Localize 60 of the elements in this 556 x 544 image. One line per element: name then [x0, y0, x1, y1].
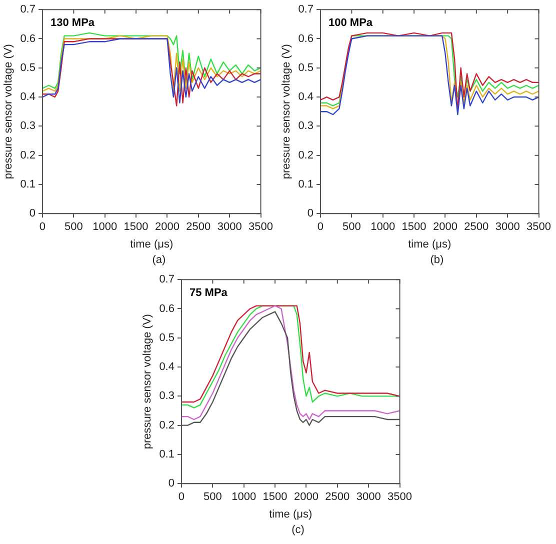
- y-tick-label: 0: [168, 478, 174, 490]
- x-tick-label: 3000: [356, 491, 381, 504]
- x-tick-label: 3500: [388, 491, 412, 504]
- y-tick-label: 0.7: [159, 274, 174, 286]
- text: 75 MPa: [189, 287, 228, 300]
- x-tick-label: 2000: [294, 491, 318, 504]
- y-tick-label: 0.5: [159, 332, 174, 344]
- x-axis-title: time (μs): [408, 238, 452, 250]
- y-tick-label: 0.2: [298, 149, 314, 162]
- x-tick-label: 1500: [124, 221, 148, 234]
- x-tick-label: 0: [39, 221, 46, 234]
- y-tick-label: 0.2: [20, 149, 36, 162]
- x-axis-title: time (μs): [269, 508, 312, 520]
- text: (a): [151, 254, 167, 266]
- x-tick-label: 3500: [526, 221, 552, 234]
- y-tick-label: 0.7: [20, 4, 36, 16]
- x-tick-label: 2500: [464, 221, 489, 234]
- y-tick-label: 0.4: [298, 91, 314, 104]
- y-tick-label: 0.2: [159, 419, 174, 432]
- y-axis-title: pressure sensor voltage (V): [2, 44, 15, 180]
- y-tick-label: 0: [29, 208, 36, 220]
- x-tick-label: 2500: [325, 491, 350, 504]
- y-tick-label: 0.6: [20, 32, 36, 45]
- x-tick-label: 0: [317, 221, 324, 234]
- y-tick-label: 0.1: [298, 178, 314, 190]
- y-tick-label: 0.4: [20, 91, 36, 104]
- y-tick-label: 0.1: [20, 178, 36, 190]
- y-tick-label: 0: [307, 208, 314, 220]
- x-tick-label: 2000: [432, 221, 458, 234]
- y-tick-label: 0.5: [20, 62, 36, 74]
- y-tick-label: 0.7: [298, 4, 314, 16]
- x-tick-label: 500: [342, 221, 361, 234]
- y-tick-label: 0.3: [159, 390, 174, 402]
- x-tick-label: 1500: [402, 221, 426, 234]
- x-tick-label: 1500: [262, 491, 288, 504]
- y-tick-label: 0.6: [298, 32, 314, 45]
- x-tick-label: 0: [178, 491, 185, 504]
- x-tick-label: 1000: [370, 221, 396, 234]
- text: (b): [429, 254, 445, 266]
- x-tick-label: 500: [203, 491, 222, 504]
- text: 130 MPa: [50, 17, 96, 30]
- x-tick-label: 3000: [495, 221, 520, 234]
- y-tick-label: 0.5: [298, 62, 314, 74]
- y-tick-label: 0.3: [20, 120, 36, 132]
- y-tick-label: 0.4: [159, 361, 174, 374]
- x-tick-label: 3000: [217, 221, 242, 234]
- x-tick-label: 1000: [92, 221, 118, 234]
- x-tick-label: 2500: [186, 221, 211, 234]
- text: (c): [290, 524, 306, 536]
- x-axis-title: time (μs): [130, 238, 174, 250]
- x-tick-label: 2000: [154, 221, 180, 234]
- x-tick-label: 500: [64, 221, 83, 234]
- x-tick-label: 3500: [248, 221, 274, 234]
- y-tick-label: 0.6: [159, 302, 174, 315]
- y-tick-label: 0.1: [159, 448, 174, 460]
- x-tick-label: 1000: [232, 491, 256, 504]
- y-axis-title: pressure sensor voltage (V): [280, 44, 293, 180]
- text: 100 MPa: [328, 17, 374, 30]
- y-axis-title: pressure sensor voltage (V): [142, 314, 154, 450]
- y-tick-label: 0.3: [298, 120, 314, 132]
